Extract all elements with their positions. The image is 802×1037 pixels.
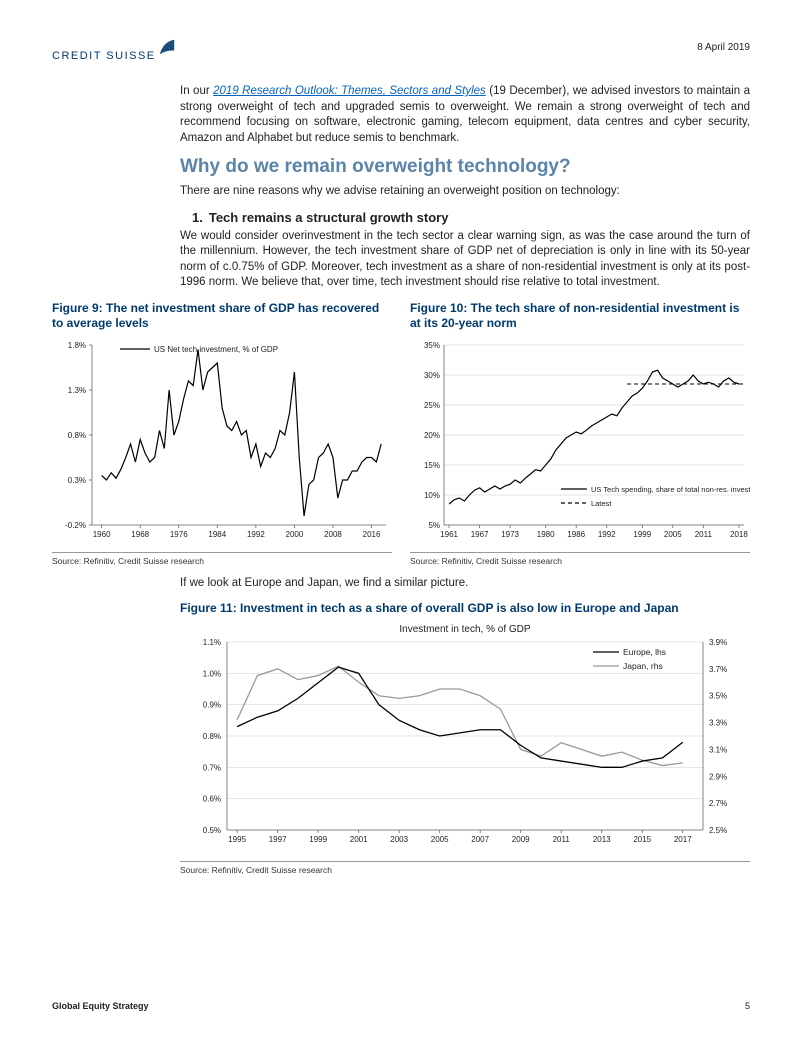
svg-text:1999: 1999 bbox=[309, 835, 327, 844]
svg-text:1968: 1968 bbox=[131, 530, 149, 539]
outlook-link[interactable]: 2019 Research Outlook: Themes, Sectors a… bbox=[213, 85, 486, 97]
svg-text:1.8%: 1.8% bbox=[68, 341, 86, 350]
svg-text:3.1%: 3.1% bbox=[709, 746, 727, 755]
svg-text:1.3%: 1.3% bbox=[68, 386, 86, 395]
figure-11-chart: Investment in tech, % of GDP 0.5% 0.6% 0.7%… bbox=[180, 620, 750, 850]
svg-text:1997: 1997 bbox=[269, 835, 287, 844]
svg-text:1973: 1973 bbox=[501, 530, 519, 539]
svg-text:2003: 2003 bbox=[390, 835, 408, 844]
svg-text:0.8%: 0.8% bbox=[203, 732, 221, 741]
svg-text:3.3%: 3.3% bbox=[709, 719, 727, 728]
intro-prefix: In our bbox=[180, 85, 213, 97]
page-footer: Global Equity Strategy 5 bbox=[52, 1001, 750, 1011]
footer-page-number: 5 bbox=[745, 1001, 750, 1011]
svg-text:1980: 1980 bbox=[537, 530, 555, 539]
svg-text:-0.2%: -0.2% bbox=[65, 521, 86, 530]
brand-text: CREDIT SUISSE bbox=[52, 50, 156, 62]
mid-paragraph: If we look at Europe and Japan, we find … bbox=[180, 576, 750, 592]
figure-10-title: Figure 10: The tech share of non-residen… bbox=[410, 301, 750, 331]
subsection-body: We would consider overinvestment in the … bbox=[180, 229, 750, 291]
subsection-title: Tech remains a structural growth story bbox=[209, 210, 449, 225]
svg-text:2000: 2000 bbox=[286, 530, 304, 539]
brand-logo: CREDIT SUISSE bbox=[52, 38, 176, 62]
svg-text:15%: 15% bbox=[424, 461, 440, 470]
svg-text:2.5%: 2.5% bbox=[709, 826, 727, 835]
svg-text:Investment in tech, % of GDP: Investment in tech, % of GDP bbox=[399, 624, 530, 635]
svg-text:Europe, lhs: Europe, lhs bbox=[623, 647, 666, 657]
section-lead: There are nine reasons why we advise ret… bbox=[180, 184, 750, 200]
svg-text:0.9%: 0.9% bbox=[203, 701, 221, 710]
figure-9-chart: -0.2% 0.3% 0.8% 1.3% 1.8% 1960 1968 1976 1984 199… bbox=[52, 335, 392, 545]
svg-text:3.9%: 3.9% bbox=[709, 638, 727, 647]
svg-text:3.5%: 3.5% bbox=[709, 692, 727, 701]
svg-text:2017: 2017 bbox=[674, 835, 692, 844]
svg-text:2005: 2005 bbox=[664, 530, 682, 539]
figure-9-title: Figure 9: The net investment share of GD… bbox=[52, 301, 392, 331]
svg-text:2011: 2011 bbox=[695, 530, 713, 539]
brand-sail-icon bbox=[158, 38, 176, 56]
svg-text:2016: 2016 bbox=[363, 530, 381, 539]
svg-text:2013: 2013 bbox=[593, 835, 611, 844]
svg-text:2005: 2005 bbox=[431, 835, 449, 844]
figure-10-source: Source: Refinitiv, Credit Suisse researc… bbox=[410, 552, 750, 566]
figure-11-title: Figure 11: Investment in tech as a share… bbox=[180, 601, 750, 616]
intro-paragraph: In our 2019 Research Outlook: Themes, Se… bbox=[180, 84, 750, 146]
svg-text:1995: 1995 bbox=[228, 835, 246, 844]
svg-text:1992: 1992 bbox=[247, 530, 265, 539]
svg-text:1961: 1961 bbox=[440, 530, 458, 539]
figure-row-1: Figure 9: The net investment share of GD… bbox=[52, 301, 750, 566]
svg-text:2007: 2007 bbox=[471, 835, 489, 844]
svg-text:1976: 1976 bbox=[170, 530, 188, 539]
svg-text:1992: 1992 bbox=[598, 530, 616, 539]
svg-text:Japan, rhs: Japan, rhs bbox=[623, 661, 663, 671]
svg-text:1984: 1984 bbox=[208, 530, 226, 539]
figure-10-chart: 5% 10% 15% 20% 25% 30% 35% 1961 1967 1973 1980 1986… bbox=[410, 335, 750, 545]
page-header: CREDIT SUISSE 8 April 2019 bbox=[52, 38, 750, 62]
svg-text:2015: 2015 bbox=[633, 835, 651, 844]
svg-text:20%: 20% bbox=[424, 431, 440, 440]
svg-text:0.6%: 0.6% bbox=[203, 795, 221, 804]
svg-text:2008: 2008 bbox=[324, 530, 342, 539]
subsection-number: 1. bbox=[192, 210, 203, 225]
svg-text:US Tech spending, share of tot: US Tech spending, share of total non-res… bbox=[591, 485, 750, 494]
section-heading: Why do we remain overweight technology? bbox=[180, 156, 750, 178]
svg-text:1.1%: 1.1% bbox=[203, 638, 221, 647]
svg-text:2018: 2018 bbox=[730, 530, 748, 539]
svg-text:2009: 2009 bbox=[512, 835, 530, 844]
svg-text:1960: 1960 bbox=[93, 530, 111, 539]
svg-text:1967: 1967 bbox=[471, 530, 489, 539]
svg-text:2011: 2011 bbox=[553, 835, 571, 844]
svg-text:2001: 2001 bbox=[350, 835, 368, 844]
figure-9-source: Source: Refinitiv, Credit Suisse researc… bbox=[52, 552, 392, 566]
svg-text:1.0%: 1.0% bbox=[203, 669, 221, 678]
svg-text:US Net tech investment, % of G: US Net tech investment, % of GDP bbox=[154, 345, 278, 354]
svg-text:25%: 25% bbox=[424, 401, 440, 410]
svg-text:2.7%: 2.7% bbox=[709, 799, 727, 808]
report-date: 8 April 2019 bbox=[697, 42, 750, 53]
svg-text:1999: 1999 bbox=[633, 530, 651, 539]
svg-text:2.9%: 2.9% bbox=[709, 772, 727, 781]
svg-text:1986: 1986 bbox=[567, 530, 585, 539]
svg-text:5%: 5% bbox=[428, 521, 440, 530]
svg-text:0.3%: 0.3% bbox=[68, 476, 86, 485]
svg-text:Latest: Latest bbox=[591, 499, 612, 508]
svg-text:0.8%: 0.8% bbox=[68, 431, 86, 440]
figure-11-source: Source: Refinitiv, Credit Suisse researc… bbox=[180, 861, 750, 875]
svg-text:0.7%: 0.7% bbox=[203, 763, 221, 772]
svg-text:30%: 30% bbox=[424, 371, 440, 380]
svg-text:10%: 10% bbox=[424, 491, 440, 500]
svg-text:0.5%: 0.5% bbox=[203, 826, 221, 835]
footer-left: Global Equity Strategy bbox=[52, 1001, 149, 1011]
subsection-heading: 1.Tech remains a structural growth story bbox=[208, 210, 750, 225]
svg-text:3.7%: 3.7% bbox=[709, 665, 727, 674]
svg-text:35%: 35% bbox=[424, 341, 440, 350]
